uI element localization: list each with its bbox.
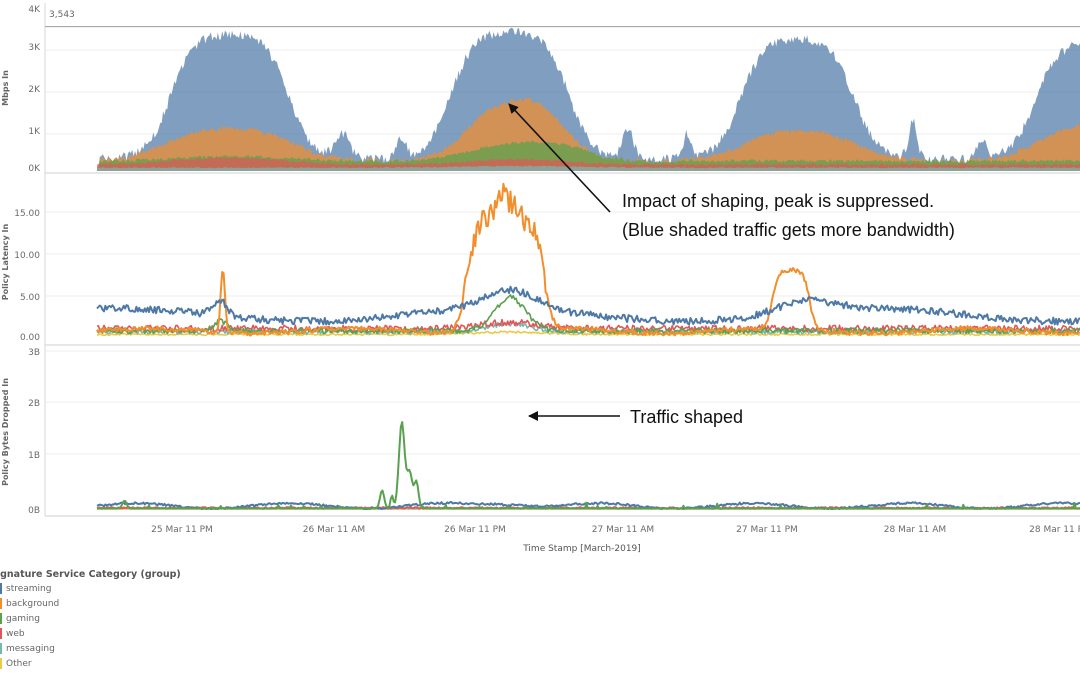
x-tick: 25 Mar 11 PM [151,525,213,535]
area-streaming [97,27,1080,172]
legend-item-background[interactable]: background [0,598,59,611]
line-dropped-gaming [97,421,1080,510]
legend-label: gaming [6,614,40,624]
line-latency-streaming [96,285,1080,326]
y-tick: 0B [28,506,40,516]
x-tick: 26 Mar 11 AM [303,525,365,535]
legend-item-web[interactable]: web [0,628,25,641]
y-tick: 15.00 [14,209,40,219]
legend-title: Signature Service Category (group) [0,569,181,580]
legend-swatch [0,583,2,594]
area-background [97,97,1080,171]
y-tick: 3B [28,348,40,358]
area-messaging [97,165,1080,171]
legend-swatch [0,643,2,654]
legend-swatch [0,613,2,624]
legend-item-other[interactable]: Other [0,658,32,671]
y-axis-title-panel-2: Policy Latency In [1,223,10,300]
reference-line-label: 3,543 [49,10,75,20]
annotation-shaping-line1: Impact of shaping, peak is suppressed. [622,191,934,211]
y-tick: 0K [28,164,41,174]
y-tick: 0.00 [20,333,40,343]
legend-swatch [0,598,2,609]
x-tick: 28 Mar 11 AM [884,525,946,535]
legend-label: streaming [6,584,52,594]
legend-label: messaging [6,644,55,654]
y-tick: 4K [28,5,41,15]
y-axis-title-panel-3: Policy Bytes Dropped In [1,378,10,486]
line-latency-background [96,182,1080,337]
panel-policy-latency [96,182,1080,337]
y-tick: 3K [28,43,41,53]
legend-swatch [0,628,2,639]
x-tick: 27 Mar 11 AM [592,525,654,535]
y-tick: 10.00 [14,251,40,261]
y-ticks-panel-2: 15.00 10.00 5.00 0.00 [14,209,40,343]
area-gaming [97,140,1080,171]
legend-item-streaming[interactable]: streaming [0,583,51,596]
legend-label: web [6,629,25,639]
x-tick: 26 Mar 11 PM [444,525,506,535]
y-tick: 1K [28,127,41,137]
annotation-arrow-1 [508,103,611,213]
legend-label: background [6,599,60,609]
y-tick: 1B [28,451,40,461]
annotation-traffic-shaped: Traffic shaped [630,407,743,427]
y-ticks-panel-3: 3B 2B 1B 0B [28,348,40,516]
x-ticks: 25 Mar 11 PM 26 Mar 11 AM 26 Mar 11 PM 2… [151,525,1080,535]
legend-label: Other [6,659,32,669]
y-tick: 2B [28,399,40,409]
panel-bytes-dropped [96,421,1080,510]
y-ticks-panel-1: 4K 3K 2K 1K 0K [28,5,41,174]
legend-item-messaging[interactable]: messaging [0,643,55,656]
x-tick: 28 Mar 11 PM [1029,525,1080,535]
y-tick: 5.00 [20,293,40,303]
y-tick: 2K [28,85,41,95]
legend-swatch [0,658,2,669]
x-tick: 27 Mar 11 PM [736,525,798,535]
panel-mbps-in [97,27,1080,172]
legend-item-gaming[interactable]: gaming [0,613,40,626]
line-dropped-streaming [96,501,1080,510]
x-axis-title: Time Stamp [March-2019] [522,544,641,554]
y-axis-title-panel-1: Mbps In [1,70,10,106]
annotation-shaping-line2: (Blue shaded traffic gets more bandwidth… [622,220,955,240]
